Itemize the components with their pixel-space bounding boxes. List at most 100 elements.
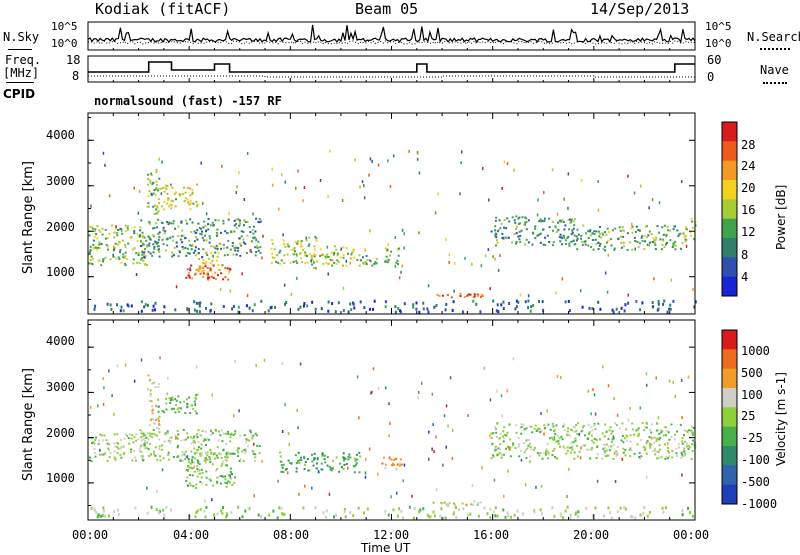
power-cell [242, 230, 245, 233]
velocity-cell [503, 433, 506, 436]
velocity-cell [295, 467, 298, 470]
power-scatter-cell [537, 198, 539, 202]
power-cell [475, 302, 478, 306]
power-cell [141, 242, 144, 245]
power-cell [133, 247, 136, 250]
power-cell [588, 306, 591, 310]
velocity-cell [343, 508, 346, 511]
velocity-cell [174, 434, 177, 437]
power-cell [171, 235, 174, 238]
power-cell [156, 211, 159, 214]
velocity-cell [649, 446, 652, 449]
velocity-cell [177, 445, 179, 447]
velocity-cell [569, 516, 572, 520]
velocity-cell [332, 459, 334, 462]
velocity-cell [254, 459, 256, 462]
velocity-cell [163, 440, 166, 443]
velocity-scatter-cell [103, 386, 105, 390]
power-cell [495, 216, 498, 219]
velocity-scatter-cell [124, 363, 127, 367]
xtick-0000: 00:00 [72, 528, 109, 542]
power-cell [132, 262, 135, 265]
power-scatter-cell [604, 271, 607, 275]
velocity-cell [303, 457, 306, 460]
power-cell [141, 257, 144, 260]
velocity-cell [525, 427, 528, 430]
power-cell [143, 256, 146, 259]
power-cell [635, 299, 638, 303]
power-scatter-cell [271, 183, 274, 187]
power-cell [192, 251, 195, 254]
velocity-cell [659, 436, 662, 439]
velocity-cell [228, 481, 231, 484]
power-cell [163, 200, 166, 203]
power-cell [342, 264, 344, 267]
power-cell [335, 248, 338, 251]
power-cell [313, 245, 316, 248]
velocity-scatter-cell [111, 394, 113, 398]
power-cell [438, 295, 441, 297]
power-cell [626, 248, 629, 251]
power-scatter-cell [503, 160, 506, 164]
velocity-tick-neg100: -100 [741, 453, 770, 467]
velocity-cell [581, 426, 584, 429]
velocity-cell [186, 402, 189, 405]
velocity-scatter-cell [287, 432, 290, 435]
velocity-cell [497, 447, 500, 450]
power-cell [183, 200, 186, 203]
power-cell [365, 255, 368, 257]
power-cell [140, 240, 142, 243]
power-cell [296, 254, 298, 257]
power-cell [515, 228, 517, 230]
power-cell [649, 241, 652, 244]
power-cell [156, 205, 159, 208]
velocity-cell [196, 465, 199, 468]
power-cell [202, 239, 205, 242]
velocity-cell [158, 415, 161, 418]
power-cell [270, 261, 273, 264]
velocity-cell [381, 462, 384, 465]
power-cell [384, 260, 387, 263]
power-cell [313, 267, 316, 269]
power-cell [243, 224, 245, 227]
velocity-cell [528, 425, 531, 428]
velocity-cell [638, 456, 641, 458]
velocity-cell [432, 501, 435, 504]
power-cell [148, 220, 151, 223]
power-cell [127, 242, 130, 245]
power-cell [135, 261, 138, 264]
power-cell [218, 269, 221, 271]
power-cell [520, 229, 523, 232]
velocity-cell [659, 429, 662, 432]
velocity-cell [592, 441, 595, 444]
velocity-cell [605, 454, 608, 457]
power-cell [141, 243, 144, 246]
power-cell [657, 231, 660, 234]
velocity-scatter-cell [639, 406, 642, 410]
power-scatter-cell [427, 284, 430, 288]
power-cell [275, 260, 277, 263]
velocity-cell [124, 433, 127, 436]
velocity-cell [198, 463, 201, 465]
power-cell [232, 305, 235, 308]
power-scatter-cell [377, 163, 380, 167]
velocity-cell [157, 427, 160, 430]
power-cell [202, 248, 205, 251]
power-cell [237, 218, 240, 221]
velocity-cell [155, 427, 158, 429]
velocity-cell [161, 444, 163, 447]
power-cell [339, 256, 342, 259]
velocity-cell [165, 505, 168, 509]
velocity-cell [157, 405, 160, 408]
xtick-1600: 16:00 [473, 528, 510, 542]
power-tick-20: 20 [741, 181, 756, 195]
velocity-cell [131, 434, 134, 437]
velocity-cell [140, 450, 143, 453]
power-cell [314, 307, 317, 311]
power-scatter-cell [631, 222, 633, 226]
velocity-scatter-cell [483, 366, 486, 370]
power-cell [145, 239, 148, 242]
power-cell [386, 249, 389, 252]
velocity-cell [190, 466, 193, 469]
power-cell [254, 230, 257, 233]
